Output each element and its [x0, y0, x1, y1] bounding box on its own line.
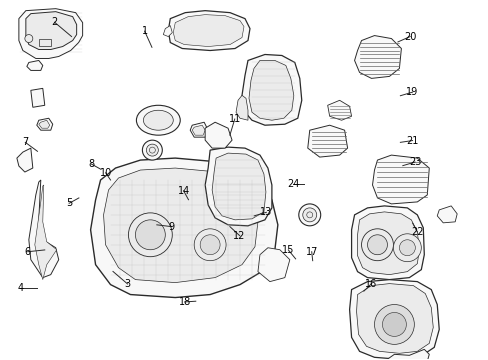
Text: 4: 4: [18, 283, 23, 293]
Polygon shape: [212, 153, 265, 220]
Text: 18: 18: [178, 297, 190, 307]
Circle shape: [25, 35, 33, 42]
Polygon shape: [27, 60, 42, 71]
Circle shape: [393, 234, 421, 262]
Polygon shape: [258, 248, 289, 282]
Circle shape: [367, 235, 386, 255]
Polygon shape: [372, 155, 428, 204]
Polygon shape: [436, 206, 456, 223]
Polygon shape: [248, 60, 293, 120]
Circle shape: [200, 235, 220, 255]
Polygon shape: [29, 180, 59, 278]
Text: 11: 11: [228, 114, 241, 124]
Polygon shape: [242, 54, 301, 125]
Text: 24: 24: [286, 179, 299, 189]
Polygon shape: [35, 185, 57, 280]
Polygon shape: [327, 100, 351, 120]
Polygon shape: [236, 95, 247, 120]
Circle shape: [302, 208, 316, 222]
Text: 14: 14: [177, 186, 189, 196]
Text: 10: 10: [100, 168, 112, 178]
Text: 13: 13: [260, 207, 272, 217]
Text: 15: 15: [282, 245, 294, 255]
Polygon shape: [190, 122, 208, 137]
Polygon shape: [205, 122, 232, 148]
Polygon shape: [39, 39, 51, 45]
Text: 6: 6: [24, 247, 31, 257]
Polygon shape: [37, 118, 53, 130]
Polygon shape: [90, 158, 277, 298]
Text: 20: 20: [403, 32, 415, 41]
Polygon shape: [26, 12, 77, 50]
Polygon shape: [173, 15, 244, 46]
Polygon shape: [17, 148, 33, 172]
Text: 23: 23: [408, 157, 420, 167]
Circle shape: [146, 144, 158, 156]
Polygon shape: [192, 125, 205, 135]
Ellipse shape: [143, 110, 173, 130]
Circle shape: [142, 140, 162, 160]
Circle shape: [135, 220, 165, 250]
Ellipse shape: [136, 105, 180, 135]
Circle shape: [361, 229, 393, 261]
Text: 21: 21: [406, 136, 418, 145]
Text: 5: 5: [66, 198, 72, 208]
Text: 7: 7: [22, 138, 28, 147]
Circle shape: [306, 212, 312, 218]
Polygon shape: [349, 280, 438, 359]
Circle shape: [194, 229, 225, 261]
Text: 22: 22: [410, 227, 423, 237]
Text: 3: 3: [124, 279, 130, 289]
Text: 19: 19: [406, 87, 418, 97]
Polygon shape: [103, 168, 258, 283]
Text: 12: 12: [233, 231, 245, 240]
Polygon shape: [356, 284, 432, 353]
Text: 2: 2: [51, 17, 58, 27]
Text: 16: 16: [364, 279, 377, 289]
Polygon shape: [351, 206, 424, 280]
Polygon shape: [354, 36, 401, 78]
Polygon shape: [307, 125, 347, 157]
Circle shape: [149, 147, 155, 153]
Circle shape: [399, 240, 414, 256]
Polygon shape: [168, 11, 249, 50]
Polygon shape: [19, 9, 82, 58]
Circle shape: [374, 305, 413, 345]
Circle shape: [298, 204, 320, 226]
Polygon shape: [384, 349, 428, 360]
Polygon shape: [31, 88, 45, 107]
Circle shape: [382, 312, 406, 336]
Circle shape: [128, 213, 172, 257]
Polygon shape: [205, 147, 271, 226]
Polygon shape: [39, 120, 50, 128]
Text: 1: 1: [142, 26, 147, 36]
Text: 9: 9: [168, 222, 174, 231]
Text: 8: 8: [88, 159, 94, 169]
Polygon shape: [163, 26, 172, 37]
Text: 17: 17: [305, 247, 317, 257]
Polygon shape: [357, 212, 419, 275]
